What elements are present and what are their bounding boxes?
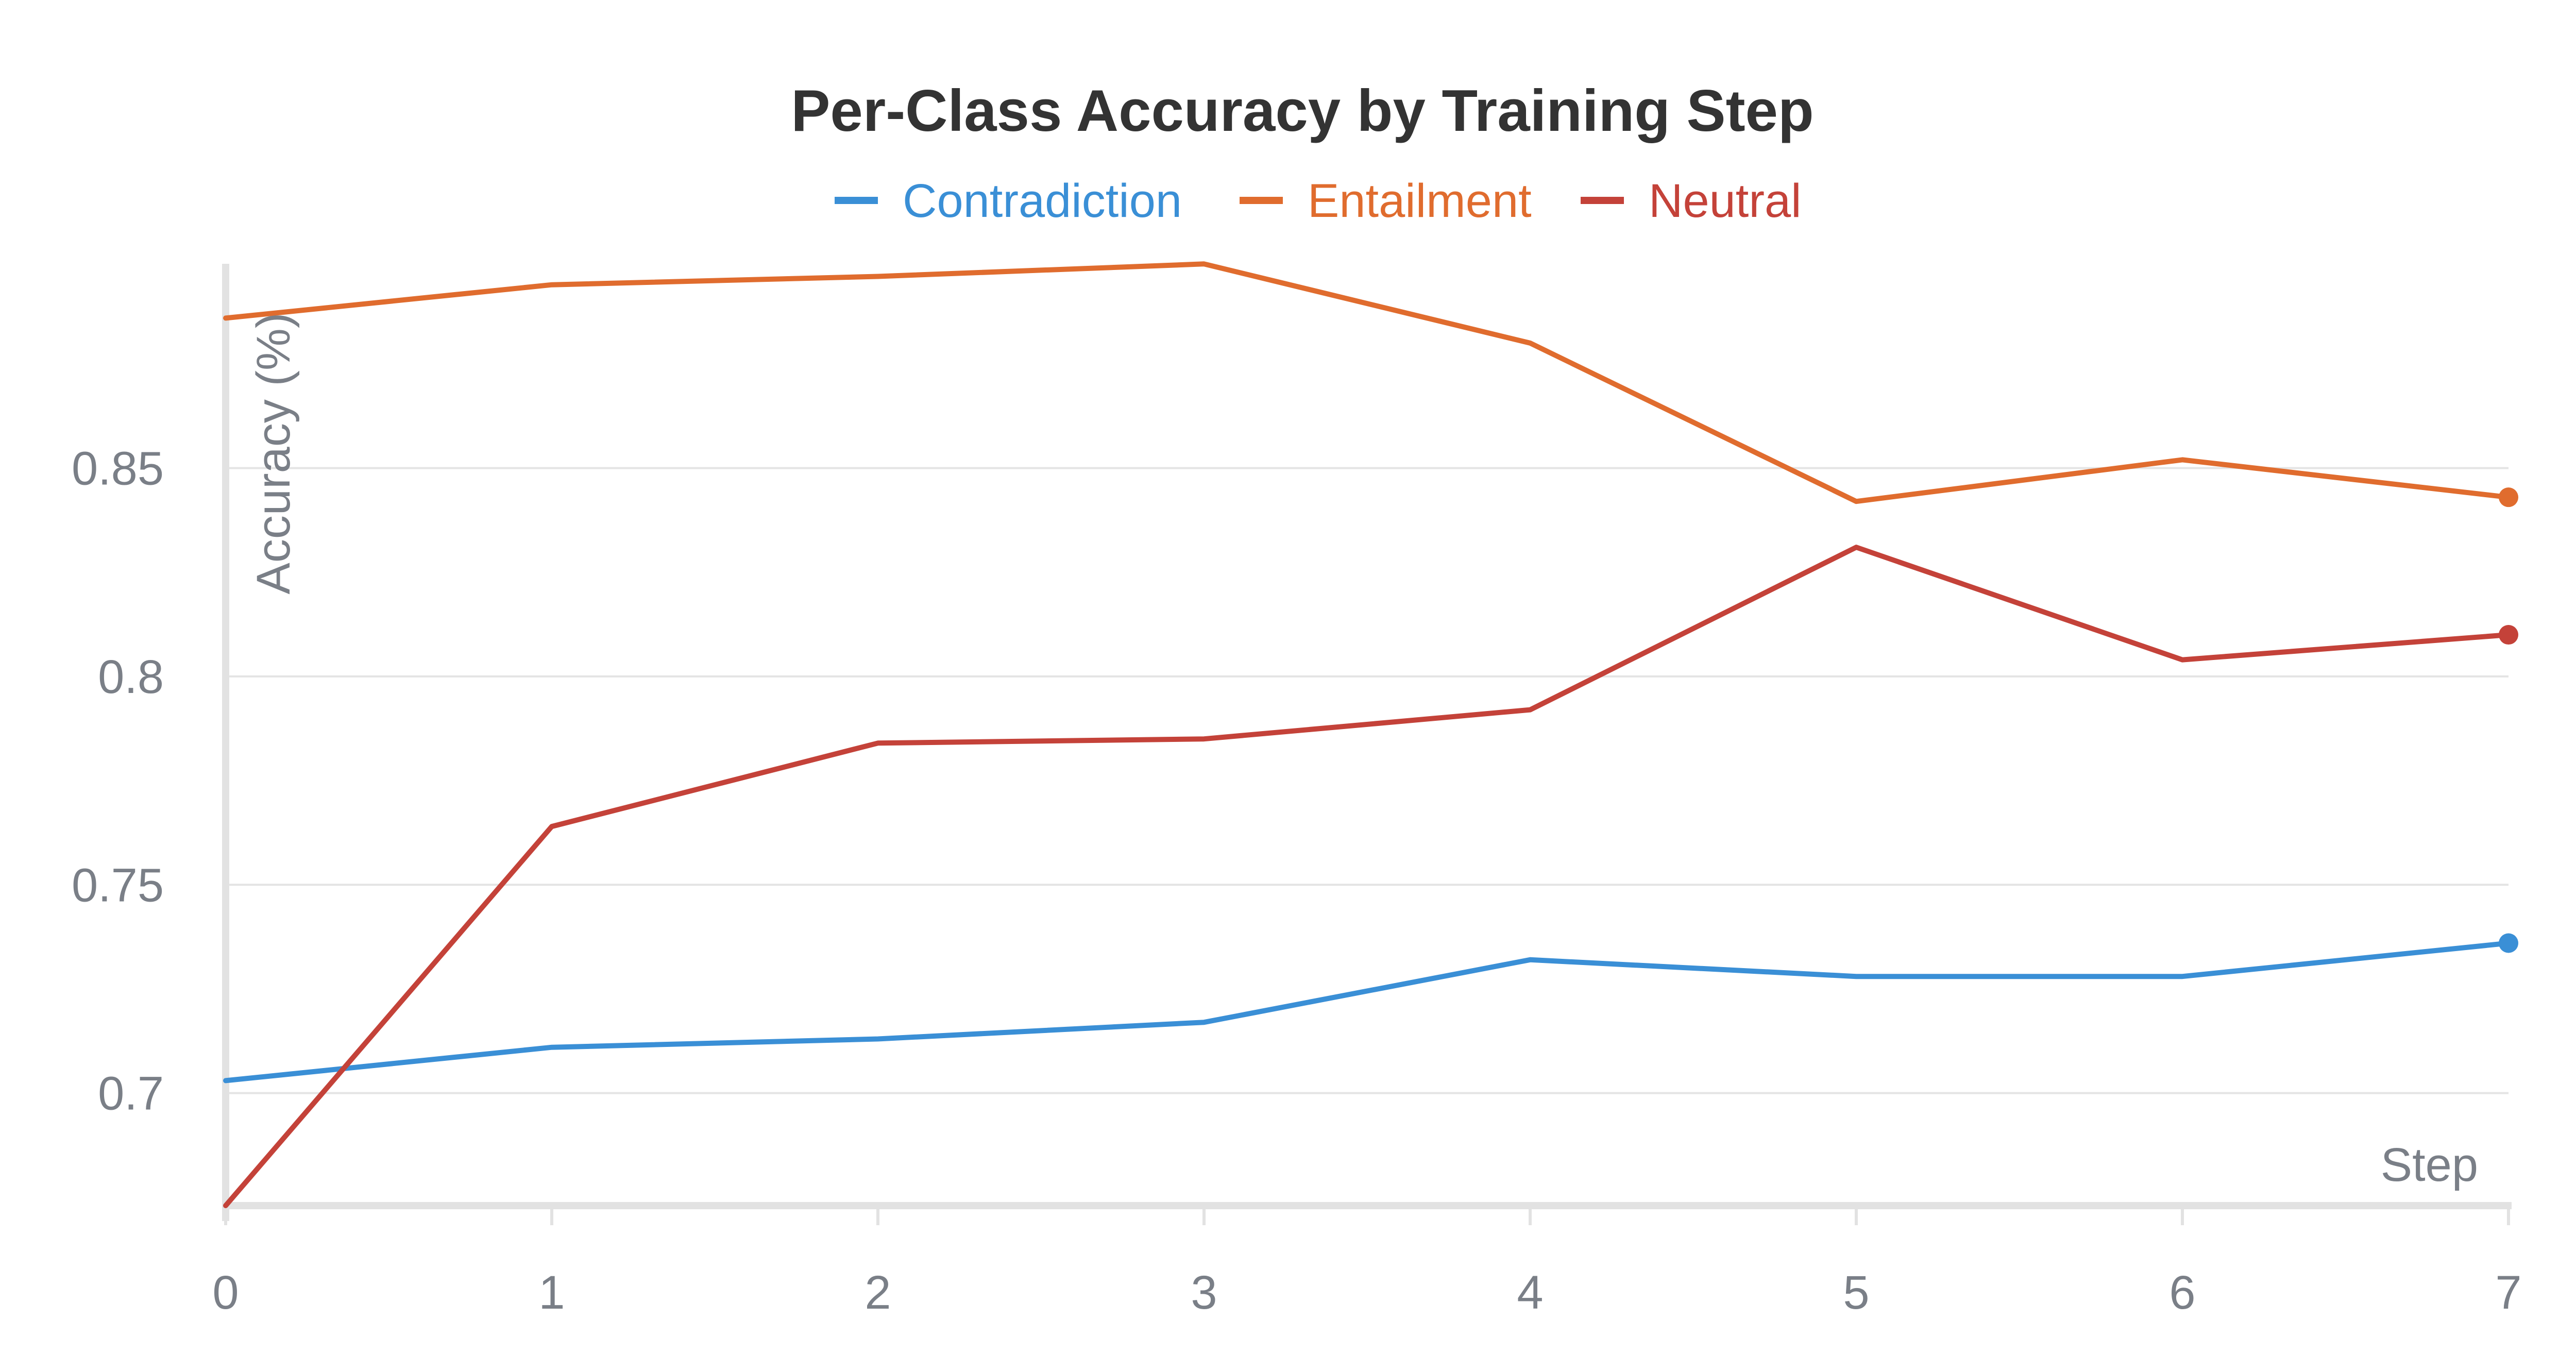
- y-tick-label: 0.75: [72, 859, 164, 911]
- series-layer: [223, 261, 2518, 1208]
- legend-label-contradiction: Contradiction: [903, 175, 1182, 227]
- end-marker-neutral: [2499, 625, 2518, 645]
- x-tick-label: 5: [1843, 1266, 1869, 1319]
- x-axis-label: Step: [2381, 1139, 2478, 1191]
- legend-label-entailment: Entailment: [1308, 175, 1532, 227]
- x-tick-label: 4: [1517, 1266, 1543, 1319]
- legend-label-neutral: Neutral: [1649, 175, 1802, 227]
- axes: [222, 264, 2512, 1225]
- x-tick-label: 2: [865, 1266, 891, 1319]
- y-tick-label: 0.8: [98, 651, 164, 703]
- x-tick-label: 0: [212, 1266, 239, 1319]
- tick-labels: 0.7 0.75 0.8 0.85 0 1 2 3 4 5 6 7: [72, 443, 2522, 1319]
- chart-title: Per-Class Accuracy by Training Step: [791, 78, 1814, 144]
- series-line-entailment: [223, 261, 2511, 504]
- grid-lines: [226, 467, 2509, 1094]
- end-marker-entailment: [2499, 487, 2518, 507]
- y-axis-label: Accuracy (%): [247, 313, 300, 595]
- x-tick-label: 3: [1191, 1266, 1217, 1319]
- series-line-neutral: [223, 545, 2511, 1208]
- chart-legend: Contradiction Entailment Neutral: [835, 175, 1802, 227]
- y-tick-label: 0.85: [72, 443, 164, 495]
- end-marker-contradiction: [2499, 933, 2518, 953]
- x-tick-label: 7: [2495, 1266, 2521, 1319]
- x-tick-label: 6: [2169, 1266, 2195, 1319]
- series-line-contradiction: [223, 940, 2511, 1084]
- x-tick-label: 1: [538, 1266, 565, 1319]
- y-tick-label: 0.7: [98, 1068, 164, 1120]
